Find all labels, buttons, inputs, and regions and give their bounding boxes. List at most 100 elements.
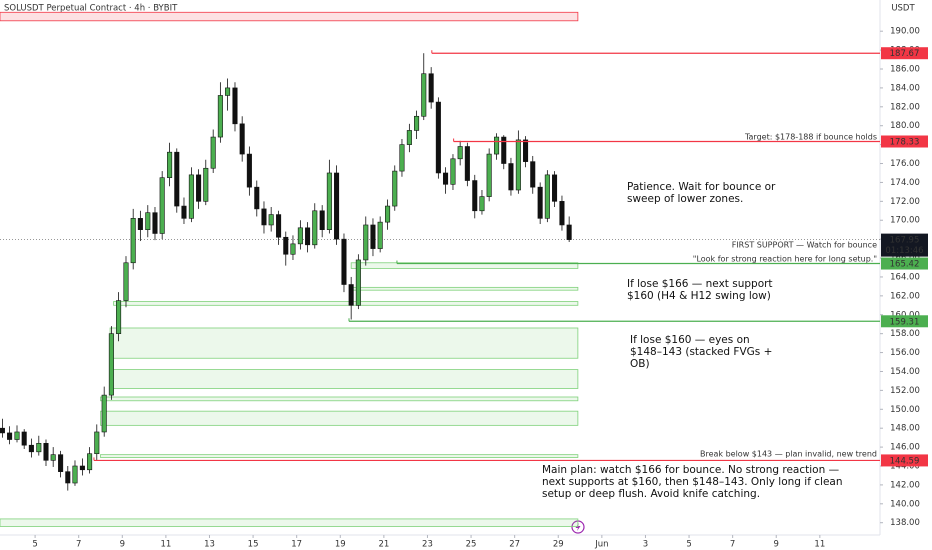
candle-body [0,427,5,434]
candle-body [435,101,441,174]
candle-body [501,136,507,164]
x-tick-label: 15 [248,540,259,550]
candle-body [108,333,114,396]
candle-body [101,394,107,433]
x-tick-label: 29 [553,540,564,550]
annotation: If lose $160 — eyes on [630,334,750,346]
y-tick-label: 138.00 [890,518,920,528]
candle-body [552,174,558,202]
candle-body [508,163,514,191]
candle-body [87,453,93,471]
x-tick-label: 7 [730,540,735,550]
candle-body [246,153,252,188]
zone [109,369,579,389]
price-label: 187.67 [890,49,920,59]
candle-body [457,146,463,160]
candle-body [254,186,260,210]
level-note: Break below $143 — plan invalid, new tre… [700,450,877,459]
candle-body [450,158,456,185]
annotation: $148–143 (stacked FVGs + [630,346,772,358]
candle-body [428,73,434,103]
price-label: 178.33 [890,138,920,148]
candle-body [443,172,449,185]
x-tick-label: 21 [378,540,389,550]
price-label-box [881,257,928,270]
y-tick-label: 150.00 [890,405,920,415]
y-tick-label: 174.00 [890,178,920,188]
candle-body [152,212,158,234]
level-note: Target: $178-188 if bounce holds [744,133,877,142]
annotation: next supports at $160, then $148–143. On… [542,476,843,488]
y-tick-label: 152.00 [890,386,920,396]
candle-body [28,444,34,453]
candle-body [65,471,71,484]
candle-body [515,139,521,191]
zone [0,11,579,22]
x-tick-label: 17 [291,540,302,550]
price-label-box [881,135,928,148]
candle-body [239,123,245,155]
y-tick-label: 154.00 [890,367,920,377]
candle-body [94,431,100,455]
last-price-label: 167.95 [890,236,920,246]
y-tick-label: 160.00 [890,310,920,320]
annotation: $160 (H4 & H12 swing low) [627,290,771,302]
zone [350,262,579,269]
candle-body [79,465,85,471]
price-label: 159.31 [890,317,920,327]
candle-body [123,262,129,301]
x-tick-label: 11 [160,540,171,550]
price-label-box [881,47,928,60]
candle-body [297,227,303,245]
candle-body [130,218,136,264]
price-label-box [881,454,928,467]
candle-body [406,130,412,145]
candle-body [225,87,231,96]
candle-body [494,136,500,155]
candle-body [50,454,56,461]
zone [100,410,579,426]
x-tick-label: 9 [120,540,125,550]
candle-body [377,221,383,249]
annotation: Main plan: watch $166 for bounce. No str… [542,464,839,476]
candle-body [348,284,354,306]
y-tick-label: 148.00 [890,424,920,434]
zone [350,286,579,291]
candle-body [370,224,376,249]
candle-body [203,167,209,202]
annotation: OB) [630,358,650,370]
candle-body [559,201,565,226]
annotation: Patience. Wait for bounce or [627,181,776,193]
candle-body [21,431,27,446]
y-tick-label: 190.00 [890,27,920,37]
y-tick-label: 172.00 [890,197,920,207]
candle-body [196,174,202,202]
candle-body [334,172,340,240]
y-tick-label: 164.00 [890,272,920,282]
x-tick-label: 19 [335,540,346,550]
annotation: sweep of lower zones. [627,193,743,205]
y-tick-label: 142.00 [890,480,920,490]
candle-body [116,300,122,334]
candle-body [137,218,143,230]
price-label: 165.42 [890,260,920,270]
candle-body [479,196,485,212]
candle-body [305,227,311,246]
candle-body [392,170,398,207]
x-tick-label: 13 [204,540,215,550]
y-tick-label: 186.00 [890,65,920,75]
candle-body [72,465,78,484]
candle-body [399,144,405,172]
x-tick-label: 25 [466,540,477,550]
candle-body [210,136,216,169]
price-label-box [881,315,928,328]
candle-body [188,174,194,219]
axis-unit: USDT [891,4,915,14]
price-label: 144.59 [890,456,920,466]
candle-body [217,95,223,138]
candle-body [566,224,572,240]
candle-body [363,224,369,261]
y-tick-label: 170.00 [890,216,920,226]
y-tick-label: 140.00 [890,499,920,509]
